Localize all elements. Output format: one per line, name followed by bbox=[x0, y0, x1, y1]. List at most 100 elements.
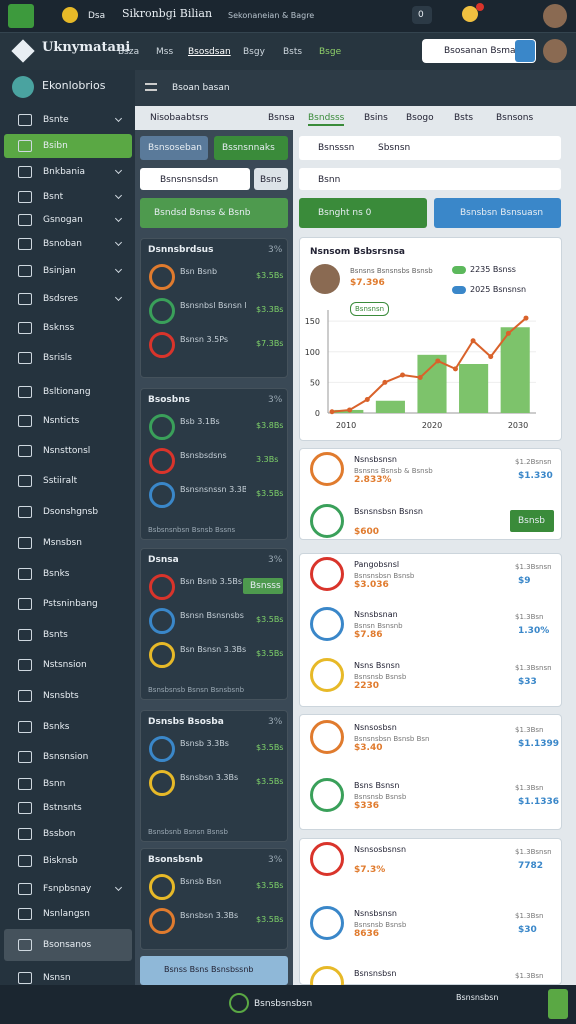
list-card bbox=[299, 714, 562, 830]
item-sub: Bsnsns Bsnsb & Bsnsb bbox=[354, 467, 433, 475]
tab[interactable]: Bsnsons bbox=[496, 113, 534, 123]
sidebar-icon bbox=[18, 415, 32, 427]
icon bbox=[149, 908, 175, 934]
search-text: Bsosanan Bsma bbox=[444, 46, 516, 56]
button-text[interactable]: Bsnsoseban bbox=[148, 143, 202, 153]
sidebar-item[interactable]: Bsnoban bbox=[43, 239, 83, 249]
item-right2: $1.1399 bbox=[518, 739, 559, 749]
search-btn[interactable] bbox=[515, 40, 535, 62]
row-button-text[interactable]: Bsnsss bbox=[250, 581, 281, 591]
item-name: Nsnsbsnan bbox=[354, 610, 398, 619]
button[interactable] bbox=[434, 198, 561, 228]
main-header bbox=[135, 70, 576, 106]
icon bbox=[149, 608, 175, 634]
item-button-text[interactable]: Bsnsb bbox=[518, 516, 545, 526]
item-right: $1.3Bsn bbox=[515, 912, 544, 920]
menu-item[interactable]: Bsts bbox=[283, 47, 303, 57]
filter-btn[interactable] bbox=[254, 168, 288, 190]
badge-bg bbox=[412, 6, 432, 24]
item-button[interactable] bbox=[510, 510, 554, 532]
sidebar-item[interactable]: Bisknsb bbox=[43, 856, 78, 866]
filter[interactable] bbox=[140, 168, 250, 190]
sidebar-item[interactable]: Dsonshgnsb bbox=[43, 507, 99, 517]
sidebar-item[interactable]: Bsibn bbox=[43, 141, 68, 151]
button-text[interactable]: Bssnsnnaks bbox=[222, 143, 275, 153]
button[interactable] bbox=[214, 136, 288, 160]
sidebar-item[interactable]: Nstsnsion bbox=[43, 660, 87, 670]
sidebar-item[interactable]: Nsnlangsn bbox=[43, 909, 90, 919]
sidebar-item[interactable]: Bsonsanos bbox=[43, 940, 92, 950]
sidebar-item[interactable]: Nsnsn bbox=[43, 973, 71, 983]
tab[interactable]: Nisobaabtsrs bbox=[150, 113, 209, 123]
sidebar-item[interactable]: Bsinjan bbox=[43, 266, 76, 276]
tab[interactable]: Bsins bbox=[364, 113, 388, 123]
sidebar-icon bbox=[18, 883, 32, 895]
filter[interactable] bbox=[299, 136, 561, 160]
sidebar-item[interactable]: Bsnte bbox=[43, 115, 69, 125]
row-label: Bsnsnsnssn 3.3Bs bbox=[180, 485, 246, 494]
item-right2: $33 bbox=[518, 677, 537, 687]
tab[interactable]: Bsogo bbox=[406, 113, 434, 123]
sidebar-item[interactable]: Sstiiralt bbox=[43, 476, 78, 486]
sidebar-item[interactable]: Bnkbania bbox=[43, 167, 86, 177]
icon bbox=[149, 874, 175, 900]
filter-btn-text[interactable]: Bsns bbox=[260, 175, 282, 185]
sidebar-item[interactable]: Bsdsres bbox=[43, 294, 78, 304]
icon bbox=[149, 642, 175, 668]
sidebar-item[interactable]: Bstnsnts bbox=[43, 803, 82, 813]
sidebar-title: Ekonlobrios bbox=[42, 79, 106, 92]
sidebar-icon bbox=[18, 238, 32, 250]
search[interactable] bbox=[299, 168, 561, 190]
menu-item[interactable]: Bsosdsan bbox=[188, 47, 231, 57]
sidebar-item[interactable]: Nsnticts bbox=[43, 416, 80, 426]
row-value: 3.3Bs bbox=[256, 455, 279, 464]
row-button[interactable] bbox=[243, 578, 283, 594]
sidebar-item[interactable]: Gsnogan bbox=[43, 215, 83, 225]
sidebar-icon bbox=[18, 445, 32, 457]
button[interactable] bbox=[140, 136, 208, 160]
item-name: Nsnsbsnsn bbox=[354, 909, 397, 918]
sidebar-item[interactable]: Fsnpbsnay bbox=[43, 884, 92, 894]
chart-title: Nsnsom Bsbsrsnsa bbox=[310, 247, 405, 257]
sidebar-item[interactable]: Nsnsbts bbox=[43, 691, 79, 701]
row-label: Bsn Bsnb 3.5Bs bbox=[180, 577, 242, 586]
sidebar-item[interactable]: Bsnn bbox=[43, 779, 66, 789]
tab[interactable]: Bsndsss bbox=[308, 112, 345, 126]
tab[interactable]: Bsnsa bbox=[268, 113, 295, 123]
item-name: Bsns Bsnsn bbox=[354, 781, 400, 790]
bottom-btn[interactable] bbox=[548, 989, 568, 1019]
sidebar-item[interactable]: Bsnks bbox=[43, 569, 70, 579]
menu-item[interactable]: Bsgy bbox=[243, 47, 265, 57]
sidebar-item[interactable]: Bssbon bbox=[43, 829, 76, 839]
sidebar-item[interactable]: Bsnsnsion bbox=[43, 752, 89, 762]
sidebar-item[interactable]: Nsnsttonsl bbox=[43, 446, 91, 456]
sidebar-icon bbox=[18, 690, 32, 702]
sidebar-item[interactable]: Pstsninbang bbox=[43, 599, 98, 609]
menu-item[interactable]: Bsza bbox=[118, 47, 140, 57]
sidebar-item[interactable]: Bsnt bbox=[43, 192, 64, 202]
menu-item[interactable]: Bsge bbox=[319, 47, 342, 57]
item-right: $1.3Bsn bbox=[515, 972, 544, 980]
sidebar-icon bbox=[18, 191, 32, 203]
card-title: Bsonsbsnb bbox=[148, 855, 203, 865]
sidebar-item[interactable]: Bsltionang bbox=[43, 387, 91, 397]
sidebar-item[interactable]: Bsrisls bbox=[43, 353, 72, 363]
menu-item[interactable]: Mss bbox=[156, 47, 174, 57]
sidebar-item[interactable]: Bsnks bbox=[43, 722, 70, 732]
button[interactable] bbox=[299, 198, 427, 228]
button-text[interactable]: Bsnsbsn Bsnsuasn bbox=[460, 208, 544, 218]
card-meta: 3% bbox=[268, 245, 283, 255]
app-icon[interactable] bbox=[8, 4, 34, 28]
tab[interactable]: Bsts bbox=[454, 113, 474, 123]
item-value: $7.86 bbox=[354, 630, 383, 640]
card-meta: 3% bbox=[268, 855, 283, 865]
sidebar-item[interactable]: Msnsbsn bbox=[43, 538, 82, 548]
sidebar-item[interactable]: Bsnts bbox=[43, 630, 68, 640]
icon bbox=[149, 574, 175, 600]
icon bbox=[149, 332, 175, 358]
button-text[interactable]: Bsnght ns 0 bbox=[318, 208, 372, 218]
icon bbox=[310, 778, 344, 812]
sidebar-item[interactable]: Bsknss bbox=[43, 323, 75, 333]
filter-meta: Sbsnsn bbox=[378, 143, 411, 153]
item-value: $336 bbox=[354, 801, 380, 811]
